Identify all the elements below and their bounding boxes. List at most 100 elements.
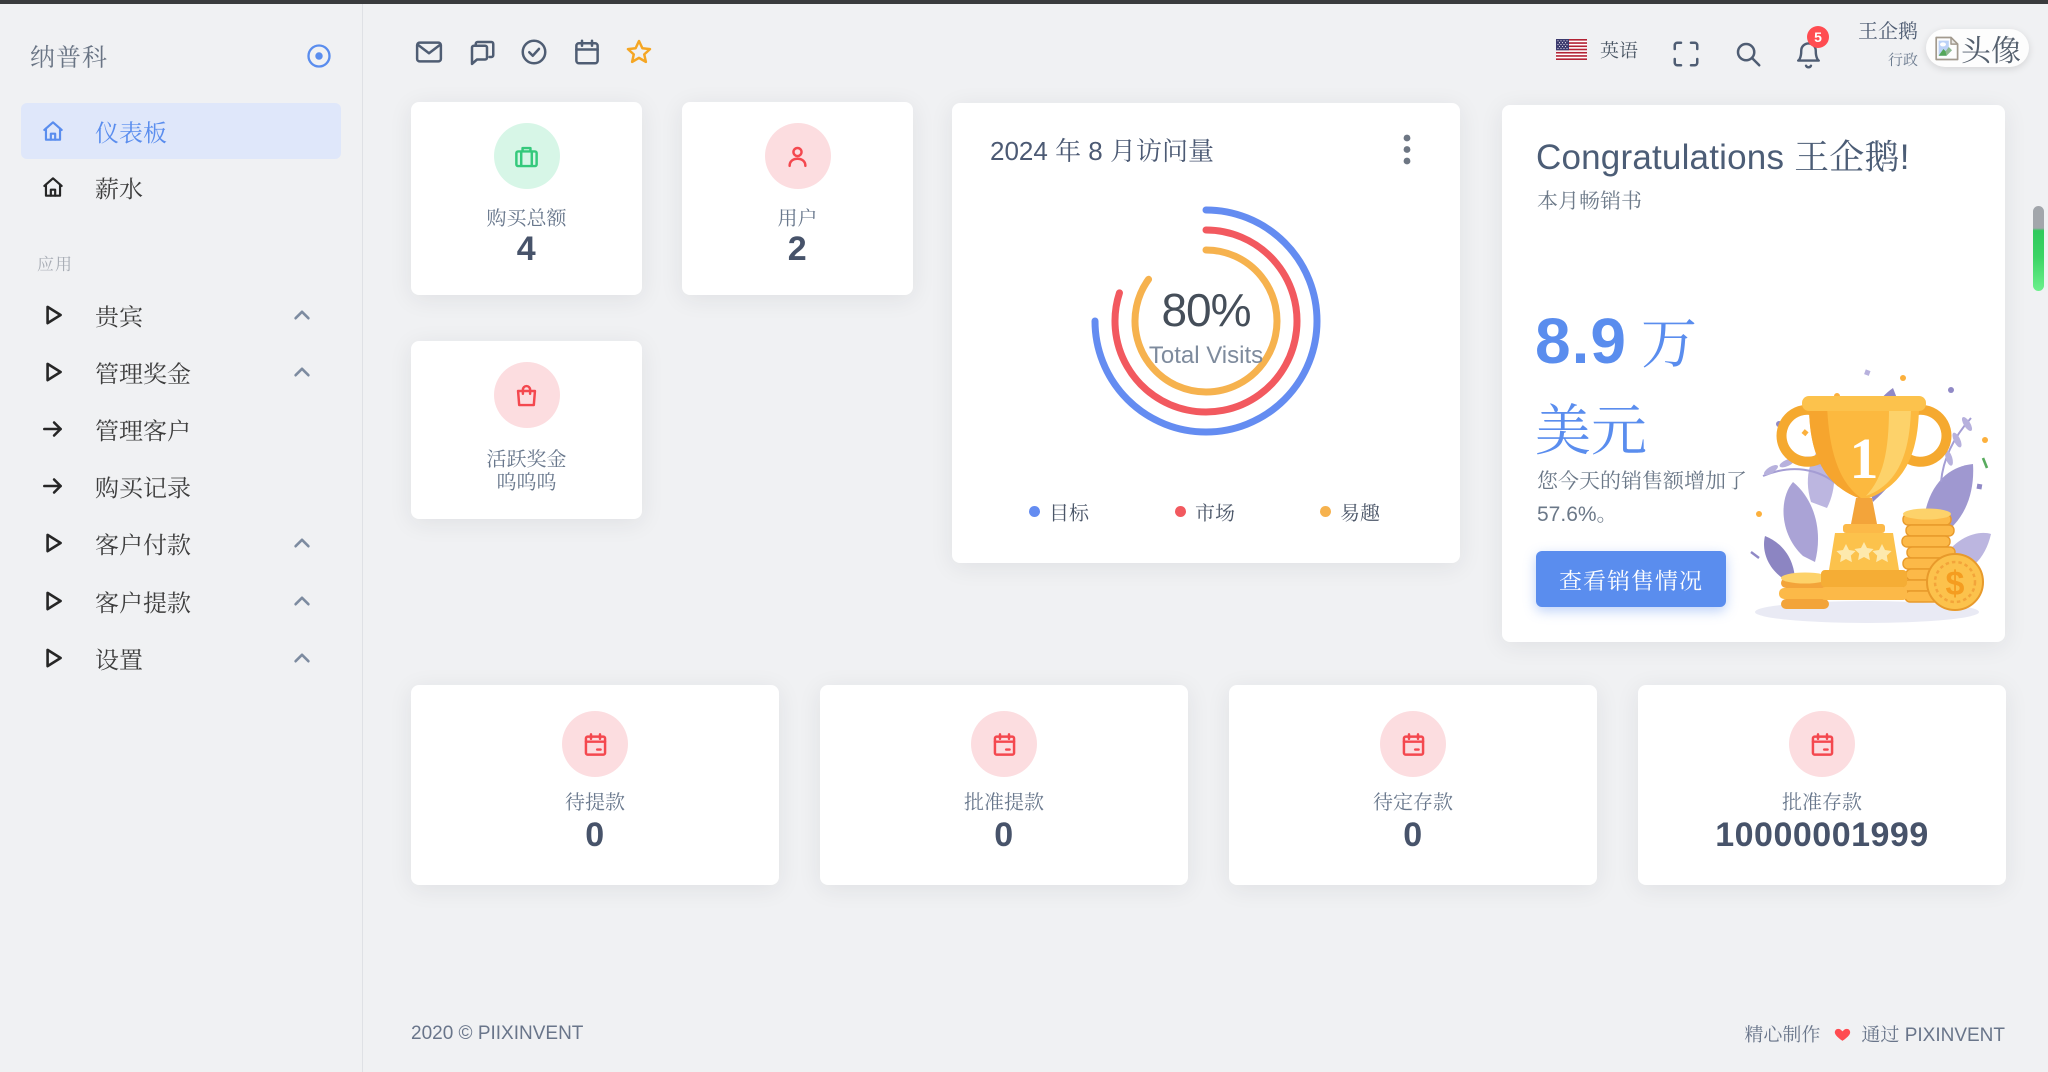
congratulations-subtitle: 本月畅销书 [1537, 190, 1642, 213]
legend-item[interactable]: 市场 [1175, 497, 1235, 526]
dollar-coin: $ [1926, 553, 1984, 611]
deposit-value: 0 [1403, 816, 1423, 854]
brand-name: 纳普科 [30, 44, 109, 72]
legend-label: 市场 [1195, 503, 1235, 525]
chevron-up-icon [291, 361, 313, 383]
sidebar-item-9[interactable]: 设置 [21, 630, 341, 686]
language-dropdown[interactable]: 英语 [1556, 36, 1638, 63]
search-icon[interactable] [1733, 39, 1763, 69]
check-circle-icon[interactable] [519, 37, 549, 67]
sidebar-item-label: 设置 [95, 647, 143, 675]
sales-description-line2: 57.6%。 [1537, 503, 1618, 526]
trophy-illustration: 1 $ [1745, 366, 1993, 628]
window-top-edge [0, 0, 2048, 4]
visits-chart-card: 2024 年 8 月访问量 80% Total Visits 目标 市场 易趣 [952, 103, 1460, 563]
legend-label: 易趣 [1340, 503, 1380, 525]
sidebar-item-label: 薪水 [95, 176, 143, 204]
legend-item[interactable]: 目标 [1029, 497, 1089, 526]
sidebar-item-label: 客户付款 [95, 532, 191, 560]
deposit-title: 批准存款 [1782, 792, 1862, 814]
chart-center-label: 80% Total Visits [1106, 283, 1306, 370]
footer-credit: 精心制作 通过 PIXINVENT [1744, 1020, 2005, 1047]
scrollbar-thumb[interactable] [2033, 206, 2044, 291]
footer-copyright: 2020 © PIIXINVENT [411, 1023, 584, 1044]
kebab-menu-icon[interactable] [1398, 133, 1416, 167]
deposit-title: 待定存款 [1373, 792, 1453, 814]
coin-stack-left [1779, 572, 1831, 609]
stat-card: 购买总额 4 [411, 102, 642, 295]
chart-title: 2024 年 8 月访问量 [990, 136, 1214, 166]
calendar-event-icon [562, 711, 628, 777]
radial-bar-0 [1091, 206, 1321, 436]
sidebar-item-label: 购买记录 [95, 475, 191, 503]
congratulations-word: Congratulations [1536, 138, 1785, 177]
stat-value: 2 [787, 230, 808, 268]
sidebar-item-label: 贵宾 [95, 304, 143, 332]
fullscreen-icon[interactable] [1671, 39, 1701, 69]
congratulations-title: Congratulations 王企鹅! [1536, 130, 1910, 180]
brand: 纳普科 [30, 34, 333, 78]
sidebar-item-label: 仪表板 [95, 120, 167, 148]
stat-title: 活跃奖金 [486, 449, 567, 471]
briefcase-icon [493, 123, 560, 189]
stat-card: 活跃奖金 呜呜呜 [411, 341, 642, 519]
arrow-right-icon [40, 416, 66, 442]
footer-credit-pre: 精心制作 [1744, 1025, 1821, 1046]
legend-dot [1029, 506, 1040, 517]
sidebar-item-4[interactable]: 管理奖金 [21, 344, 341, 400]
sidebar-item-8[interactable]: 客户提款 [21, 573, 341, 629]
home-icon [40, 174, 66, 200]
menu-section-label: 应用 [37, 255, 73, 274]
language-label: 英语 [1600, 41, 1639, 62]
star-icon[interactable] [624, 37, 654, 67]
stat-card: 用户 2 [682, 102, 913, 295]
notification-badge: 5 [1807, 26, 1829, 48]
deposit-value: 0 [585, 816, 605, 854]
footer-credit-post: 通过 PIXINVENT [1861, 1025, 2005, 1046]
sidebar-item-0[interactable]: 仪表板 [21, 103, 341, 159]
footer: 2020 © PIIXINVENT 精心制作 通过 PIXINVENT [411, 1020, 2005, 1050]
legend-item[interactable]: 易趣 [1320, 497, 1380, 526]
user-role: 行政 [1887, 52, 1918, 69]
deposit-card: 待定存款 0 [1229, 685, 1597, 885]
stat-title: 用户 [777, 208, 818, 230]
sidebar-item-1[interactable]: 薪水 [21, 159, 341, 215]
play-icon [40, 359, 66, 385]
congratulations-username: 王企鹅! [1794, 138, 1910, 177]
congratulations-card: Congratulations 王企鹅! 本月畅销书 8.9 万 美元 您今天的销… [1502, 105, 2005, 642]
amount-unit: 万 [1640, 312, 1697, 375]
play-icon [40, 588, 66, 614]
chat-icon[interactable] [467, 37, 497, 67]
broken-image-icon [1934, 35, 1960, 62]
calendar-event-icon [971, 711, 1037, 777]
radio-circle-icon[interactable] [305, 42, 333, 70]
sidebar-item-6[interactable]: 购买记录 [21, 458, 341, 514]
chevron-up-icon [291, 532, 313, 554]
calendar-icon[interactable] [572, 37, 602, 67]
sales-description-line1: 您今天的销售额增加了 [1537, 470, 1747, 493]
chevron-up-icon [291, 304, 313, 326]
amount-currency: 美元 [1535, 399, 1647, 462]
sidebar-item-label: 管理奖金 [95, 361, 191, 389]
deposit-value: 10000001999 [1715, 816, 1929, 854]
play-icon [40, 645, 66, 671]
view-sales-button[interactable]: 查看销售情况 [1536, 551, 1726, 607]
stat-subtitle: 呜呜呜 [496, 472, 557, 494]
chart-total-percent: 80% [1161, 284, 1251, 336]
shopping-bag-icon [493, 362, 560, 428]
chevron-up-icon [291, 647, 313, 669]
user-menu[interactable]: 王企鹅 行政 [1788, 21, 1918, 70]
legend-dot [1175, 506, 1186, 517]
trophy: 1 [1776, 396, 1952, 600]
radial-bar-chart [1091, 206, 1321, 436]
sidebar-item-5[interactable]: 管理客户 [21, 401, 341, 457]
sidebar-item-3[interactable]: 贵宾 [21, 287, 341, 343]
sidebar-item-7[interactable]: 客户付款 [21, 515, 341, 571]
avatar[interactable]: 头像 [1926, 29, 2029, 68]
dollar-sign: $ [1946, 565, 1965, 603]
sales-description: 您今天的销售额增加了 57.6%。 [1537, 465, 1747, 531]
legend-dot [1320, 506, 1331, 517]
mail-icon[interactable] [414, 37, 444, 67]
avatar-alt-text: 头像 [1961, 35, 2021, 68]
user-name: 王企鹅 [1858, 21, 1918, 43]
